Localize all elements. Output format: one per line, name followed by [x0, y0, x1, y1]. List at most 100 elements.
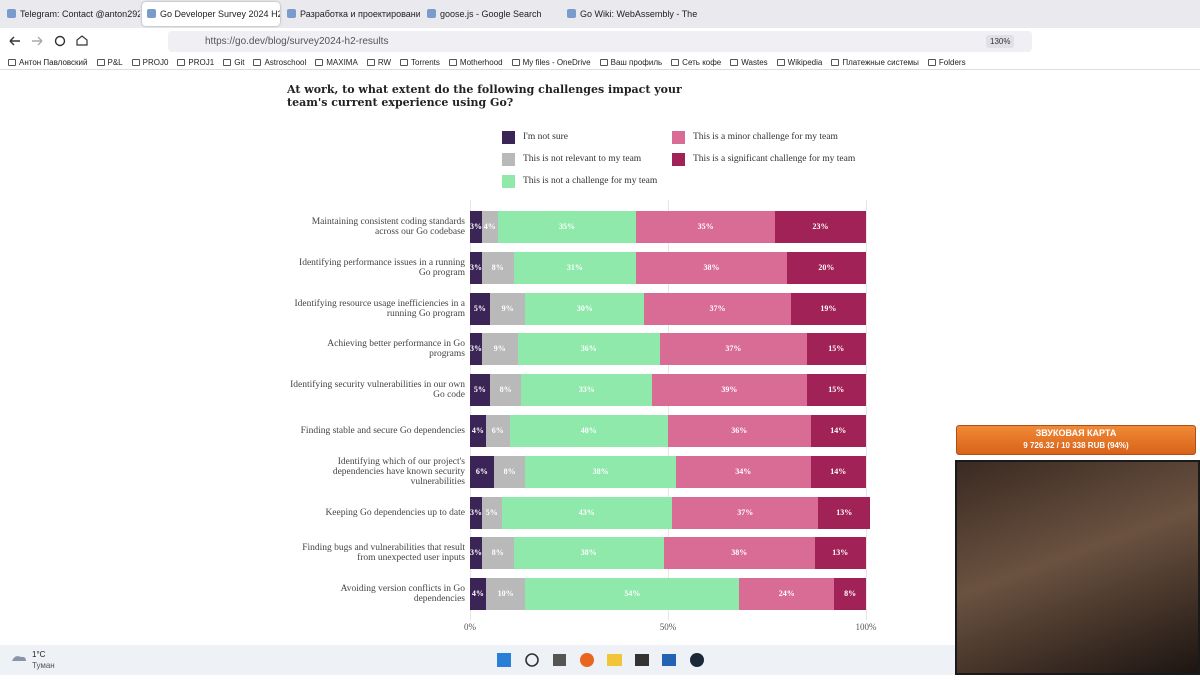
value-label: 54% — [624, 589, 641, 599]
value-label: 13% — [832, 548, 849, 558]
value-label: 35% — [697, 222, 714, 231]
search-button[interactable] — [525, 653, 539, 667]
bar-segment: 37% — [660, 333, 807, 366]
value-label: 14% — [830, 426, 847, 435]
legend-label: This is a minor challenge for my team — [693, 132, 838, 142]
bookmark[interactable]: Ваш профиль — [599, 55, 662, 69]
value-label: 14% — [830, 466, 847, 476]
category-label: Keeping Go dependencies up to date — [325, 507, 465, 518]
start-button[interactable] — [497, 653, 511, 667]
tab[interactable]: Go Wiki: WebAssembly - The G — [562, 2, 700, 26]
bookmark[interactable]: MAXIMA — [315, 55, 358, 69]
firefox-icon[interactable] — [580, 653, 594, 667]
legend-swatch — [672, 131, 685, 144]
bar-segment: 38% — [664, 537, 815, 570]
bar-segment: 15% — [806, 333, 866, 366]
bookmark[interactable]: PROJ1 — [177, 55, 214, 69]
home-button[interactable] — [76, 35, 88, 46]
bar-segment: 15% — [806, 374, 866, 407]
tab[interactable]: Разработка и проектировани — [282, 2, 420, 26]
value-label: 4% — [471, 589, 484, 599]
bookmark[interactable]: My files - OneDrive — [511, 55, 591, 69]
bookmark[interactable]: Платежные системы — [831, 55, 919, 69]
tab[interactable]: goose.js - Google Search — [422, 2, 560, 26]
bar-segment: 37% — [644, 292, 791, 325]
value-label: 15% — [828, 385, 845, 395]
value-label: 38% — [731, 548, 748, 558]
taskbar-icons — [12, 653, 704, 667]
bookmark[interactable]: Torrents — [400, 55, 440, 69]
tab[interactable]: Telegram: Contact @anton292 — [2, 2, 140, 26]
bar-segment: 54% — [525, 578, 740, 611]
value-label: 30% — [576, 303, 593, 313]
value-label: 19% — [820, 303, 837, 313]
value-label: 33% — [578, 385, 595, 395]
reload-button[interactable] — [54, 35, 66, 47]
bar-segment: 8% — [481, 251, 514, 284]
value-label: 3% — [470, 262, 482, 272]
category-label: Identifying resource usage inefficiencie… — [294, 298, 466, 319]
bookmark[interactable]: Антон Павловский — [8, 55, 88, 69]
legend-label: This is not a challenge for my team — [523, 176, 658, 186]
bar-segment: 4% — [470, 578, 486, 611]
value-label: 3% — [470, 344, 482, 354]
bar-segment: 38% — [636, 251, 787, 284]
value-label: 8% — [491, 262, 504, 272]
bar-segment: 10% — [485, 578, 526, 611]
bar-segment: 8% — [493, 455, 526, 488]
bar-segment: 31% — [513, 251, 637, 284]
zoom-level[interactable]: 130% — [986, 35, 1015, 48]
bar-segment: 4% — [470, 415, 486, 447]
weather-icon — [12, 656, 26, 661]
steam-icon[interactable] — [690, 653, 704, 667]
bar-segment: 35% — [636, 211, 775, 243]
value-label: 13% — [836, 507, 853, 517]
address-bar[interactable] — [168, 31, 1032, 52]
bar-segment: 6% — [470, 455, 494, 488]
legend-swatch — [672, 153, 685, 166]
bar-segment: 23% — [774, 211, 866, 243]
widget-title: ЗВУКОВАЯ КАРТА — [1035, 428, 1117, 438]
value-label: 38% — [580, 548, 597, 558]
tab[interactable]: Go Developer Survey 2024 H2 R — [142, 2, 280, 26]
nav-buttons — [9, 35, 88, 47]
bookmark[interactable]: Сеть кофе — [671, 55, 721, 69]
value-label: 5% — [485, 507, 498, 517]
bookmark[interactable]: PROJ0 — [131, 55, 168, 69]
value-label: 5% — [473, 303, 486, 313]
widget-text: 9 726.32 / 10 338 RUB (94%) — [1023, 441, 1129, 450]
bookmark[interactable]: Git — [223, 55, 244, 69]
value-label: 40% — [580, 426, 597, 435]
app-icon[interactable] — [553, 654, 566, 666]
bar-segment: 37% — [671, 496, 819, 529]
bar-segment: 33% — [521, 374, 653, 407]
temperature: 1°C — [32, 650, 46, 659]
bookmark[interactable]: RW — [366, 55, 391, 69]
app-icon[interactable] — [662, 654, 676, 666]
donation-widget: ЗВУКОВАЯ КАРТА 9 726.32 / 10 338 RUB (94… — [956, 425, 1196, 455]
bookmark[interactable]: Motherhood — [448, 55, 503, 69]
bar-segment: 38% — [513, 537, 665, 570]
bookmark[interactable]: Wikipedia — [776, 55, 822, 69]
bookmark[interactable]: Astroschool — [253, 55, 306, 69]
bookmark[interactable]: Folders — [927, 55, 966, 69]
bar-segment: 38% — [525, 455, 676, 488]
category-label: Identifying performance issues in a runn… — [299, 257, 465, 278]
legend-label: This is not relevant to my team — [523, 154, 642, 164]
explorer-icon[interactable] — [607, 654, 622, 666]
value-label: 36% — [580, 344, 597, 354]
bookmark[interactable]: P&L — [96, 55, 123, 69]
bookmark[interactable]: Wastes — [730, 55, 768, 69]
value-label: 3% — [470, 548, 482, 558]
terminal-icon[interactable] — [635, 654, 649, 666]
bar-segment: 36% — [668, 415, 811, 447]
bar-segment: 8% — [834, 578, 866, 611]
bar-segment: 3% — [470, 211, 482, 243]
legend-label: This is a significant challenge for my t… — [693, 154, 856, 164]
back-button[interactable] — [9, 36, 20, 46]
value-label: 38% — [703, 262, 720, 272]
category-label: Identifying which of our project's depen… — [332, 456, 465, 487]
forward-button[interactable] — [32, 36, 43, 46]
value-label: 3% — [470, 507, 482, 517]
grid-line — [470, 200, 471, 620]
